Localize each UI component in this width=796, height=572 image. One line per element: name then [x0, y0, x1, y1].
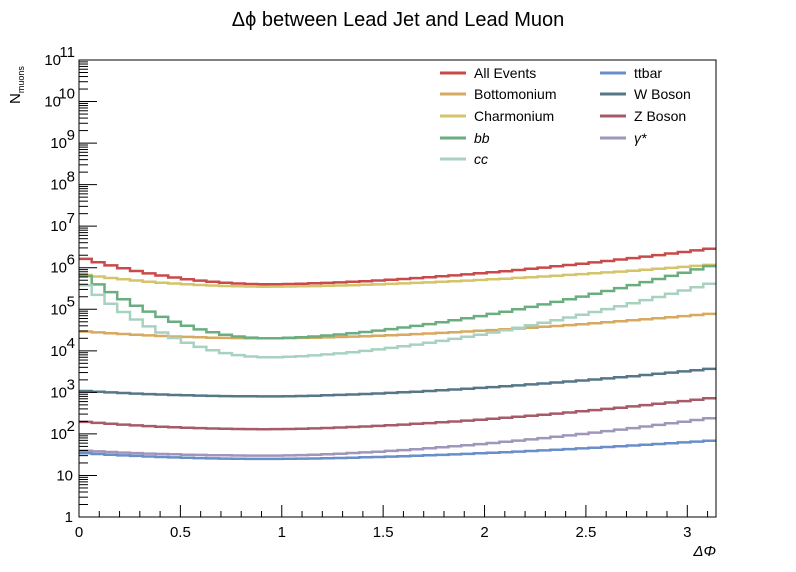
legend-label-7: Z Boson	[634, 108, 686, 124]
y-tick-label-3: 10	[50, 384, 67, 401]
series-line-2	[79, 263, 716, 288]
x-tick-label-3: 1.5	[373, 524, 394, 541]
legend-label-5: ttbar	[634, 65, 662, 81]
series-line-8	[79, 416, 716, 457]
series-line-0	[79, 247, 716, 286]
y-tick-label-0: 1	[65, 509, 73, 526]
legend-label-2: Charmonium	[474, 108, 554, 124]
x-tick-label-6: 3	[683, 524, 691, 541]
y-tick-exp-11: 11	[59, 44, 75, 61]
y-tick-label-7: 10	[50, 218, 67, 235]
chart-title: Δϕ between Lead Jet and Lead Muon	[232, 9, 565, 31]
series-line-7	[79, 397, 716, 431]
y-tick-label-1: 10	[56, 467, 73, 484]
x-axis-label: ΔΦ	[692, 543, 716, 560]
y-tick-label-10: 10	[44, 94, 61, 111]
y-tick-exp-8: 8	[67, 169, 75, 186]
y-axis-label: Nmuons	[7, 66, 26, 104]
x-tick-label-4: 2	[480, 524, 488, 541]
y-tick-exp-3: 3	[67, 376, 75, 393]
y-tick-label-8: 10	[50, 177, 67, 194]
legend-label-6: W Boson	[634, 86, 691, 102]
y-tick-label-6: 10	[50, 260, 67, 277]
y-tick-label-2: 10	[50, 426, 67, 443]
x-axis: 0 0.5 1 1.5 2 2.5 3	[75, 505, 709, 541]
y-tick-label-11: 10	[44, 52, 61, 69]
legend-label-8: γ*	[634, 130, 647, 146]
y-tick-exp-6: 6	[67, 252, 75, 269]
series-line-1	[79, 312, 716, 340]
series-line-6	[79, 367, 716, 398]
y-tick-label-4: 10	[50, 343, 67, 360]
y-tick-exp-5: 5	[67, 293, 75, 310]
x-tick-label-5: 2.5	[575, 524, 596, 541]
y-axis-label-main: N	[7, 93, 24, 104]
legend-label-1: Bottomonium	[474, 86, 556, 102]
legend-label-3: bb	[474, 130, 490, 146]
y-tick-label-9: 10	[50, 135, 67, 152]
plot-frame	[78, 59, 717, 518]
legend-label-4: cc	[474, 151, 488, 167]
y-axis-label-sub: muons	[16, 66, 26, 94]
y-tick-exp-2: 2	[67, 418, 75, 435]
legend: All Events Bottomonium Charmonium bb cc ttbar…	[440, 65, 691, 167]
series-line-3	[79, 264, 716, 340]
y-tick-exp-7: 7	[67, 210, 75, 227]
x-tick-label-1: 0.5	[170, 524, 191, 541]
y-tick-label-5: 10	[50, 301, 67, 318]
series-line-4	[79, 282, 716, 359]
series-layer	[79, 247, 716, 461]
y-tick-exp-9: 9	[67, 127, 75, 144]
x-tick-label-0: 0	[75, 524, 83, 541]
x-tick-label-2: 1	[278, 524, 286, 541]
y-tick-exp-10: 10	[58, 86, 75, 103]
series-line-5	[79, 439, 716, 461]
y-tick-exp-4: 4	[67, 335, 75, 352]
legend-label-0: All Events	[474, 65, 536, 81]
